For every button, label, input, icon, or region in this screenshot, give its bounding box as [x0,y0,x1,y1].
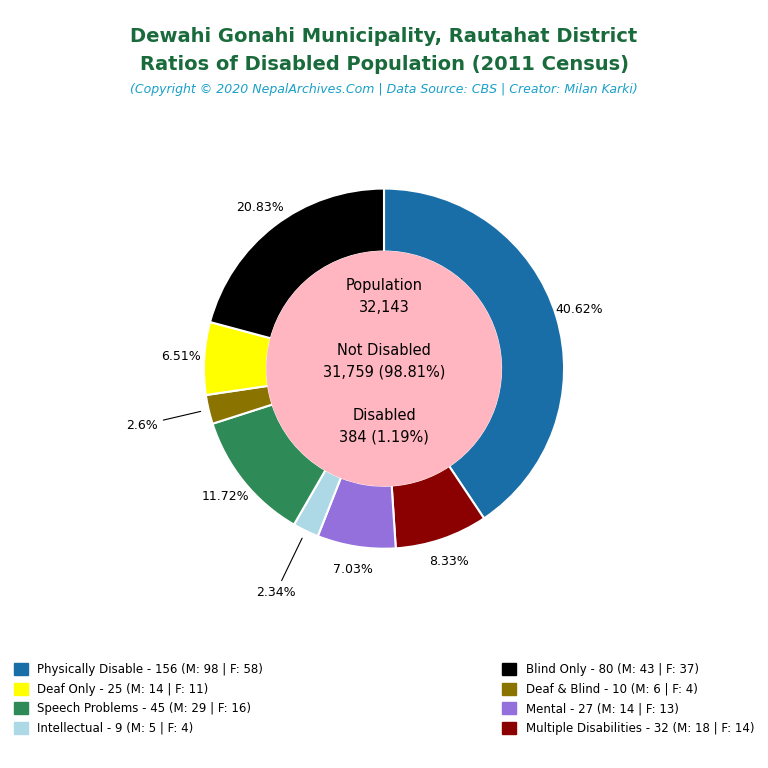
Wedge shape [206,386,273,424]
Text: 7.03%: 7.03% [333,563,372,576]
Text: 20.83%: 20.83% [237,200,284,214]
Wedge shape [294,470,341,536]
Text: (Copyright © 2020 NepalArchives.Com | Data Source: CBS | Creator: Milan Karki): (Copyright © 2020 NepalArchives.Com | Da… [130,83,638,96]
Wedge shape [384,189,564,518]
Legend: Blind Only - 80 (M: 43 | F: 37), Deaf & Blind - 10 (M: 6 | F: 4), Mental - 27 (M: Blind Only - 80 (M: 43 | F: 37), Deaf & … [502,663,754,735]
Wedge shape [213,405,326,525]
Text: 2.6%: 2.6% [126,412,200,432]
Text: Ratios of Disabled Population (2011 Census): Ratios of Disabled Population (2011 Cens… [140,55,628,74]
Text: Dewahi Gonahi Municipality, Rautahat District: Dewahi Gonahi Municipality, Rautahat Dis… [131,27,637,46]
Text: 8.33%: 8.33% [429,554,469,568]
Text: 2.34%: 2.34% [256,538,302,599]
Wedge shape [210,189,384,339]
Wedge shape [318,478,396,548]
Text: 6.51%: 6.51% [161,350,200,363]
Text: Population
32,143

Not Disabled
31,759 (98.81%)

Disabled
384 (1.19%): Population 32,143 Not Disabled 31,759 (9… [323,278,445,445]
Text: 40.62%: 40.62% [555,303,603,316]
Text: 11.72%: 11.72% [202,490,250,503]
Wedge shape [392,466,484,548]
Circle shape [267,252,501,485]
Wedge shape [204,322,271,395]
